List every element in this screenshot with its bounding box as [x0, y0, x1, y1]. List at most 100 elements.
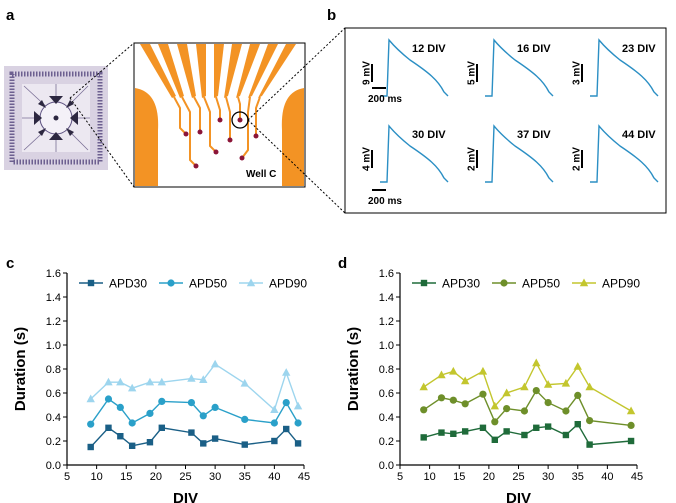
x-tick-label: 5 [64, 471, 70, 483]
x-tick-label: 5 [397, 471, 403, 483]
y-tick-label: 0.2 [46, 436, 61, 448]
data-point-apd50 [574, 391, 582, 399]
legend-label: APD50 [189, 277, 227, 291]
y-axis-label: Duration (s) [12, 327, 29, 411]
data-point-apd50 [437, 394, 446, 402]
data-point-apd30 [533, 424, 540, 431]
data-point-apd50 [187, 399, 196, 407]
data-point-apd30 [283, 425, 290, 433]
y-tick-label: 0.0 [379, 460, 394, 472]
data-point-apd90 [282, 368, 291, 376]
ap-trace [485, 124, 554, 183]
data-point-apd90 [210, 359, 220, 368]
panel-label-d: d [338, 255, 347, 272]
ap-trace [485, 38, 554, 97]
data-point-apd50 [491, 418, 499, 426]
y-tick-label: 0.8 [46, 364, 61, 376]
data-point-apd30 [574, 421, 581, 428]
data-point-apd30 [158, 424, 165, 431]
data-point-apd50 [128, 419, 136, 427]
time-scale-label: 200 ms [368, 196, 402, 207]
data-point-apd90 [157, 377, 166, 386]
data-point-apd30 [200, 440, 207, 447]
data-point-apd30 [627, 437, 635, 445]
data-point-apd90 [585, 382, 594, 391]
data-point-apd30 [294, 440, 302, 447]
data-point-apd30 [562, 431, 570, 439]
data-point-apd50 [146, 409, 154, 417]
ap-trace-grid: 12 DIV 9 mV 16 DIV 5 mV 23 DIV 3 mV 30 DIV 4 mV… [362, 38, 659, 207]
chip-pad-frame [9, 71, 103, 165]
data-point-apd90 [490, 401, 499, 410]
data-point-apd50 [116, 403, 124, 411]
y-tick-label: 1.2 [379, 316, 394, 328]
x-tick-label: 35 [239, 471, 251, 483]
voltage-scale-label: 2 mV [572, 147, 583, 171]
data-point-apd90 [270, 405, 279, 413]
apd-chart-d: 5 10 15 20 25 30 35 40 45 0.0 0.2 0.4 0.6 0.8 1.0 1.2 1.… [345, 268, 643, 503]
legend-marker [87, 279, 95, 287]
y-tick-label: 1.4 [379, 292, 394, 304]
data-point-apd30 [586, 441, 593, 448]
data-point-apd50 [449, 396, 457, 404]
data-point-apd30 [491, 436, 498, 443]
legend-marker [246, 278, 256, 287]
legend-label: APD30 [442, 277, 480, 291]
y-tick-label: 1.2 [46, 316, 61, 328]
x-tick-label: 10 [424, 471, 436, 483]
legend-label: APD90 [269, 277, 307, 291]
data-point-apd90 [460, 376, 470, 385]
data-point-apd50 [562, 407, 570, 415]
electrode-leads [135, 44, 304, 186]
data-point-apd50 [627, 421, 635, 429]
time-scale-label: 200 ms [368, 94, 402, 105]
data-point-apd90 [437, 370, 446, 379]
ap-trace [380, 38, 449, 97]
data-point-apd30 [521, 431, 528, 439]
y-tick-label: 0.6 [379, 388, 394, 400]
x-tick-label: 25 [512, 471, 524, 483]
voltage-scale-label: 2 mV [467, 147, 478, 171]
data-point-apd50 [241, 415, 249, 423]
legend-label: APD90 [602, 277, 640, 291]
x-tick-label: 15 [453, 471, 465, 483]
data-point-apd90 [86, 394, 95, 403]
panel-label-c: c [6, 255, 14, 272]
data-point-apd30 [241, 441, 248, 448]
voltage-scale-label: 5 mV [467, 61, 478, 85]
series-line-apd50 [423, 389, 632, 427]
data-point-apd90 [532, 358, 541, 367]
data-point-apd90 [419, 382, 428, 391]
legend-marker [500, 279, 508, 287]
x-tick-label: 20 [150, 471, 162, 483]
data-point-apd50 [104, 395, 113, 403]
data-point-apd30 [128, 442, 136, 449]
trace-div-label: 23 DIV [622, 43, 656, 55]
ap-trace [380, 124, 449, 183]
y-tick-label: 0.2 [379, 436, 394, 448]
data-point-apd30 [450, 430, 457, 437]
data-point-apd30 [105, 424, 112, 431]
data-point-apd50 [199, 412, 207, 420]
data-point-apd30 [87, 443, 94, 451]
data-point-apd50 [544, 399, 552, 407]
y-tick-label: 0.4 [46, 412, 61, 424]
x-tick-label: 40 [601, 471, 613, 483]
well-label: Well C [246, 169, 276, 180]
x-axis-label: DIV [506, 490, 531, 503]
x-tick-label: 45 [298, 471, 310, 483]
y-tick-label: 0.8 [379, 364, 394, 376]
data-point-apd50 [479, 390, 487, 398]
data-point-apd30 [503, 428, 510, 435]
y-tick-label: 0.4 [379, 412, 394, 424]
data-point-apd50 [420, 406, 428, 414]
data-point-apd50 [532, 387, 540, 395]
data-point-apd90 [104, 377, 113, 386]
legend-label: APD50 [522, 277, 560, 291]
data-point-apd90 [145, 377, 155, 386]
panel-label-b: b [327, 7, 336, 24]
x-axis-label: DIV [173, 490, 198, 503]
legend-label: APD30 [109, 277, 147, 291]
trace-div-label: 16 DIV [517, 43, 551, 55]
